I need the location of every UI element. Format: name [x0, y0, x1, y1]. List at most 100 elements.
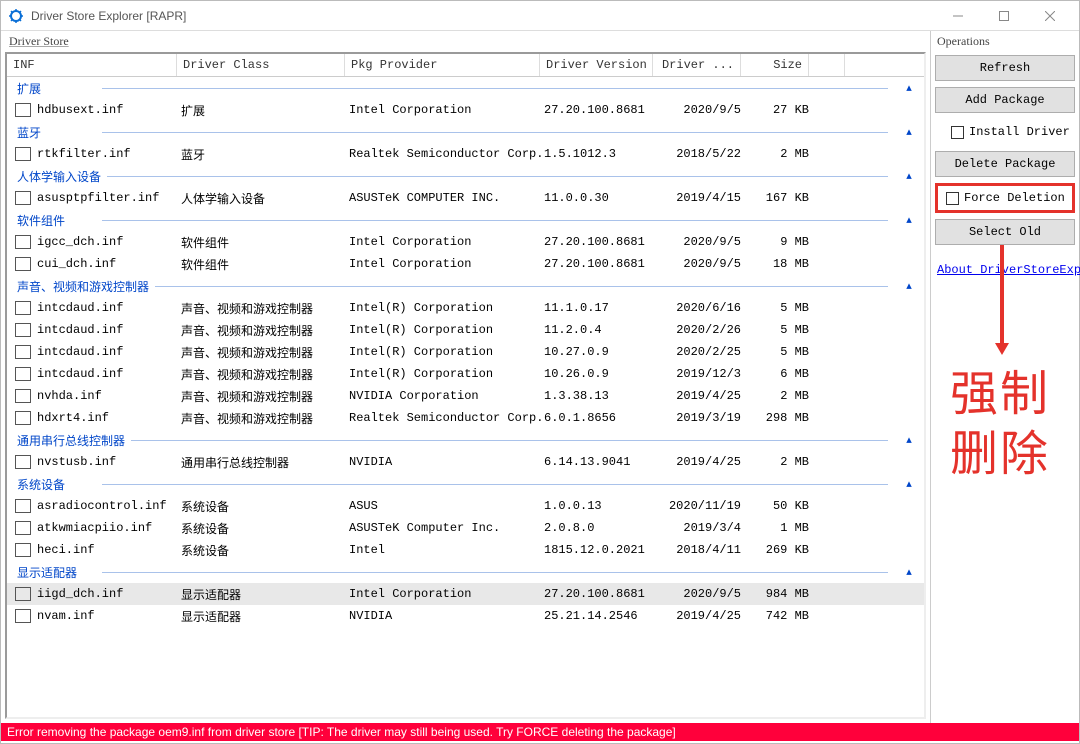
row-checkbox[interactable] [15, 103, 31, 117]
col-header-ver[interactable]: Driver Version [540, 54, 653, 76]
row-checkbox[interactable] [15, 521, 31, 535]
col-header-date[interactable]: Driver ... [653, 54, 741, 76]
cell-prov: ASUSTeK Computer Inc. [349, 521, 544, 535]
cell-class: 蓝牙 [181, 146, 349, 163]
table-row[interactable]: hdxrt4.inf声音、视频和游戏控制器Realtek Semiconduct… [7, 407, 924, 429]
cell-inf: asradiocontrol.inf [37, 499, 181, 513]
group-header[interactable]: 系统设备▴ [7, 473, 924, 495]
col-header-prov[interactable]: Pkg Provider [345, 54, 540, 76]
cell-class: 声音、视频和游戏控制器 [181, 344, 349, 361]
row-checkbox[interactable] [15, 301, 31, 315]
row-checkbox[interactable] [15, 367, 31, 381]
table-row[interactable]: intcdaud.inf声音、视频和游戏控制器Intel(R) Corporat… [7, 363, 924, 385]
add-package-button[interactable]: Add Package [935, 87, 1075, 113]
cell-ver: 1.5.1012.3 [544, 147, 657, 161]
install-driver-label: Install Driver [969, 125, 1070, 139]
group-name: 系统设备 [17, 476, 96, 493]
about-link[interactable]: About DriverStoreExpl [937, 263, 1080, 277]
row-checkbox[interactable] [15, 191, 31, 205]
row-checkbox[interactable] [15, 587, 31, 601]
table-row[interactable]: nvstusb.inf通用串行总线控制器NVIDIA6.14.13.904120… [7, 451, 924, 473]
close-button[interactable] [1027, 1, 1073, 31]
group-header[interactable]: 扩展 ▴ [7, 77, 924, 99]
error-message: Error removing the package oem9.inf from… [1, 723, 1079, 741]
chevron-up-icon: ▴ [894, 565, 924, 579]
cell-prov: Intel(R) Corporation [349, 323, 544, 337]
chevron-up-icon: ▴ [894, 125, 924, 139]
install-driver-checkbox[interactable]: Install Driver [935, 119, 1075, 145]
table-row[interactable]: hdbusext.inf扩展Intel Corporation27.20.100… [7, 99, 924, 121]
group-header[interactable]: 声音、视频和游戏控制器▴ [7, 275, 924, 297]
cell-class: 软件组件 [181, 256, 349, 273]
table-row[interactable]: nvhda.inf声音、视频和游戏控制器NVIDIA Corporation1.… [7, 385, 924, 407]
chevron-up-icon: ▴ [894, 81, 924, 95]
group-header[interactable]: 通用串行总线控制器▴ [7, 429, 924, 451]
cell-size: 9 MB [745, 235, 813, 249]
cell-date: 2019/3/4 [657, 521, 745, 535]
cell-ver: 27.20.100.8681 [544, 257, 657, 271]
cell-inf: intcdaud.inf [37, 323, 181, 337]
cell-ver: 1.3.38.13 [544, 389, 657, 403]
group-name: 扩展 [17, 80, 96, 97]
cell-inf: nvam.inf [37, 609, 181, 623]
table-row[interactable]: atkwmiacpiio.inf系统设备ASUSTeK Computer Inc… [7, 517, 924, 539]
cell-size: 5 MB [745, 345, 813, 359]
table-row[interactable]: intcdaud.inf声音、视频和游戏控制器Intel(R) Corporat… [7, 341, 924, 363]
row-checkbox[interactable] [15, 389, 31, 403]
cell-inf: iigd_dch.inf [37, 587, 181, 601]
row-checkbox[interactable] [15, 543, 31, 557]
cell-inf: hdxrt4.inf [37, 411, 181, 425]
delete-package-button[interactable]: Delete Package [935, 151, 1075, 177]
col-header-inf[interactable]: INF [7, 54, 177, 76]
right-panel-label: Operations [935, 31, 1075, 52]
cell-class: 通用串行总线控制器 [181, 454, 349, 471]
row-checkbox[interactable] [15, 323, 31, 337]
table-row[interactable]: asusptpfilter.inf人体学输入设备ASUSTeK COMPUTER… [7, 187, 924, 209]
cell-ver: 10.27.0.9 [544, 345, 657, 359]
cell-size: 298 MB [745, 411, 813, 425]
maximize-button[interactable] [981, 1, 1027, 31]
cell-size: 167 KB [745, 191, 813, 205]
cell-date: 2019/4/15 [657, 191, 745, 205]
row-checkbox[interactable] [15, 455, 31, 469]
row-checkbox[interactable] [15, 609, 31, 623]
table-row[interactable]: rtkfilter.inf蓝牙Realtek Semiconductor Cor… [7, 143, 924, 165]
cell-ver: 1815.12.0.2021 [544, 543, 657, 557]
group-header[interactable]: 软件组件▴ [7, 209, 924, 231]
chevron-up-icon: ▴ [894, 169, 924, 183]
minimize-button[interactable] [935, 1, 981, 31]
row-checkbox[interactable] [15, 345, 31, 359]
col-header-size[interactable]: Size [741, 54, 809, 76]
chevron-up-icon: ▴ [894, 433, 924, 447]
cell-prov: Intel(R) Corporation [349, 345, 544, 359]
table-row[interactable]: nvam.inf显示适配器NVIDIA25.21.14.25462019/4/2… [7, 605, 924, 627]
cell-date: 2019/4/25 [657, 389, 745, 403]
app-window: Driver Store Explorer [RAPR] Driver Stor… [0, 0, 1080, 744]
refresh-button[interactable]: Refresh [935, 55, 1075, 81]
table-row[interactable]: intcdaud.inf声音、视频和游戏控制器Intel(R) Corporat… [7, 297, 924, 319]
table-row[interactable]: iigd_dch.inf显示适配器Intel Corporation27.20.… [7, 583, 924, 605]
row-checkbox[interactable] [15, 499, 31, 513]
checkbox-icon [946, 192, 959, 205]
group-header[interactable]: 蓝牙▴ [7, 121, 924, 143]
col-header-class[interactable]: Driver Class [177, 54, 345, 76]
driver-table[interactable]: INF Driver Class Pkg Provider Driver Ver… [5, 52, 926, 719]
select-old-button[interactable]: Select Old [935, 219, 1075, 245]
force-deletion-checkbox[interactable]: Force Deletion [938, 186, 1072, 210]
cell-class: 系统设备 [181, 542, 349, 559]
table-row[interactable]: igcc_dch.inf软件组件Intel Corporation27.20.1… [7, 231, 924, 253]
group-line [102, 484, 888, 485]
row-checkbox[interactable] [15, 257, 31, 271]
table-row[interactable]: cui_dch.inf软件组件Intel Corporation27.20.10… [7, 253, 924, 275]
cell-ver: 11.0.0.30 [544, 191, 657, 205]
table-row[interactable]: asradiocontrol.inf系统设备ASUS1.0.0.132020/1… [7, 495, 924, 517]
cell-date: 2019/12/3 [657, 367, 745, 381]
row-checkbox[interactable] [15, 235, 31, 249]
cell-ver: 27.20.100.8681 [544, 103, 657, 117]
row-checkbox[interactable] [15, 411, 31, 425]
group-header[interactable]: 人体学输入设备▴ [7, 165, 924, 187]
table-row[interactable]: heci.inf系统设备Intel1815.12.0.20212018/4/11… [7, 539, 924, 561]
group-header[interactable]: 显示适配器▴ [7, 561, 924, 583]
row-checkbox[interactable] [15, 147, 31, 161]
table-row[interactable]: intcdaud.inf声音、视频和游戏控制器Intel(R) Corporat… [7, 319, 924, 341]
